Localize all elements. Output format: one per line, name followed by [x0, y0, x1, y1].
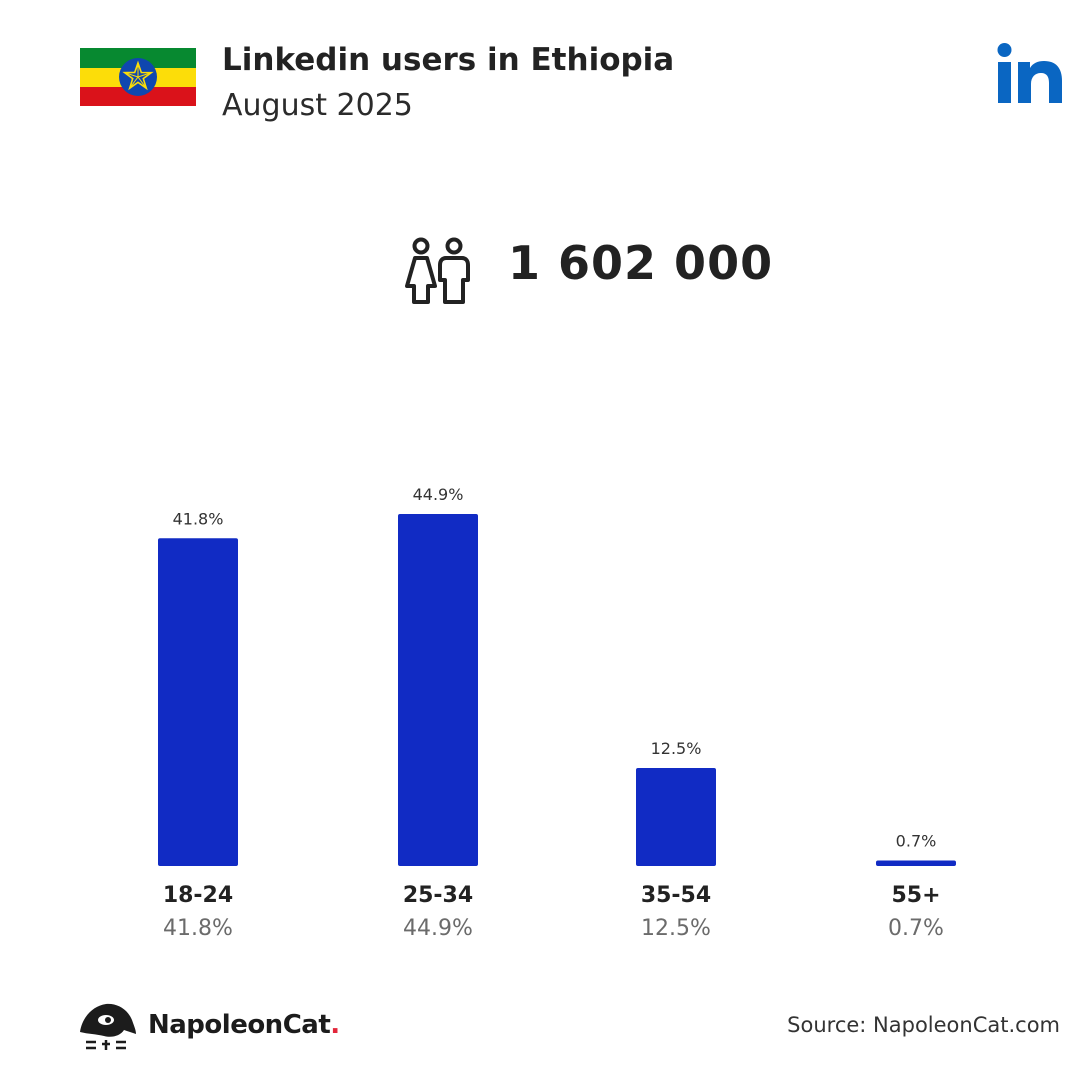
brand-name: NapoleonCat.: [148, 1010, 340, 1040]
linkedin-icon: [997, 43, 1062, 103]
bar-55+: [876, 860, 956, 866]
bar-18-24: [158, 538, 238, 866]
category-percent: 0.7%: [888, 916, 944, 941]
bar-value-label: 44.9%: [413, 485, 464, 504]
bar-35-54: [636, 768, 716, 866]
bar-value-label: 0.7%: [896, 832, 937, 851]
category-label: 18-24: [162, 883, 234, 908]
page-subtitle: August 2025: [222, 88, 413, 123]
bar-25-34: [398, 514, 478, 866]
category-percent: 44.9%: [403, 916, 473, 941]
brand-name-text: NapoleonCat: [148, 1010, 331, 1040]
source-text: Source: NapoleonCat.com: [787, 1013, 1060, 1037]
category-label: 35-54: [640, 883, 712, 908]
napoleoncat-logo-icon: [80, 1003, 136, 1050]
category-percent: 12.5%: [641, 916, 711, 941]
total-users-block: 1 602 000: [0, 234, 1080, 306]
bar-value-label: 41.8%: [173, 509, 224, 528]
bar-value-label: 12.5%: [651, 739, 702, 758]
category-label: 25-34: [402, 883, 474, 908]
category-percent: 41.8%: [163, 916, 233, 941]
ethiopia-flag-icon: [80, 48, 196, 106]
total-users-value: 1 602 000: [508, 236, 774, 290]
brand-dot: .: [330, 1010, 340, 1040]
category-label: 55+: [891, 883, 941, 908]
page-title: Linkedin users in Ethiopia: [222, 42, 675, 78]
people-icon: [405, 237, 470, 304]
